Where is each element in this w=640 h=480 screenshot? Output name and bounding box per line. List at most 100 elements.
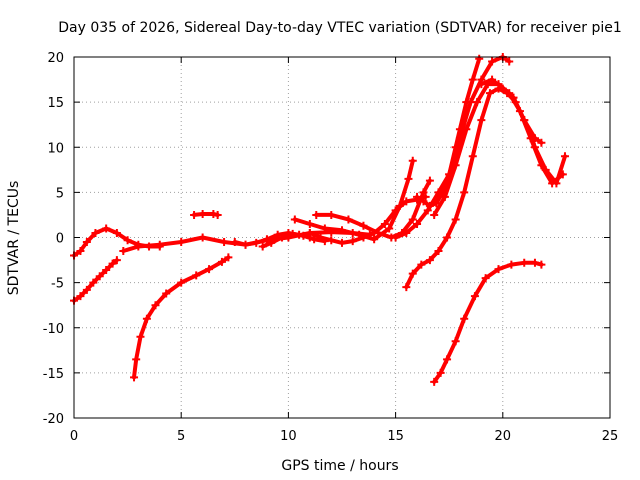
data-point-marker <box>473 98 482 107</box>
data-point-marker <box>488 57 497 66</box>
data-point-marker <box>537 138 546 147</box>
y-tick-label: -15 <box>43 367 64 382</box>
data-point-marker <box>190 210 199 219</box>
data-point-marker <box>560 152 569 161</box>
data-point-marker <box>413 219 422 228</box>
data-point-marker <box>440 192 449 201</box>
data-point-marker <box>198 233 207 242</box>
y-tick-label: 10 <box>47 141 64 156</box>
data-point-marker <box>430 377 439 386</box>
data-point-marker <box>485 89 494 98</box>
x-tick-label: 10 <box>280 429 297 444</box>
series-line-track-16 <box>432 260 544 384</box>
data-point-marker <box>488 75 497 84</box>
series-line-track-10 <box>314 178 432 240</box>
data-point-marker <box>132 355 141 364</box>
data-point-marker <box>134 242 143 251</box>
data-point-marker <box>462 98 471 107</box>
data-point-marker <box>520 258 529 267</box>
data-point-marker <box>262 235 271 244</box>
data-point-marker <box>102 224 111 233</box>
data-point-marker <box>434 247 443 256</box>
data-point-marker <box>162 289 171 298</box>
data-point-marker <box>305 219 314 228</box>
y-tick-label: 0 <box>56 232 64 247</box>
data-point-marker <box>468 152 477 161</box>
y-tick-label: 5 <box>56 186 64 201</box>
data-point-marker <box>123 236 132 245</box>
data-point-marker <box>530 134 539 143</box>
y-tick-label: -5 <box>51 277 64 292</box>
data-point-marker <box>177 238 186 247</box>
data-point-marker <box>507 260 516 269</box>
data-point-marker <box>417 260 426 269</box>
data-point-marker <box>395 201 404 210</box>
data-point-marker <box>327 210 336 219</box>
data-point-marker <box>537 260 546 269</box>
data-point-marker <box>477 116 486 125</box>
data-point-marker <box>288 229 297 238</box>
data-point-marker <box>430 210 439 219</box>
data-point-marker <box>460 188 469 197</box>
data-point-marker <box>408 156 417 165</box>
data-point-marker <box>102 265 111 274</box>
data-point-marker <box>359 221 368 230</box>
x-tick-label: 25 <box>602 429 619 444</box>
data-point-marker <box>391 233 400 242</box>
y-axis-label: SDTVAR / TECUs <box>6 181 22 296</box>
data-point-marker <box>402 283 411 292</box>
data-point-marker <box>462 125 471 134</box>
data-point-marker <box>348 237 357 246</box>
data-series <box>70 53 569 386</box>
data-point-marker <box>380 219 389 228</box>
y-tick-label: 15 <box>47 96 64 111</box>
data-point-marker <box>338 238 346 247</box>
y-tick-label: 20 <box>47 51 64 66</box>
data-point-marker <box>305 228 314 237</box>
data-point-marker <box>316 233 325 242</box>
data-point-marker <box>258 242 267 251</box>
data-point-marker <box>425 256 434 265</box>
data-point-marker <box>511 98 520 107</box>
data-point-marker <box>530 143 539 152</box>
data-point-marker <box>213 210 222 219</box>
chart-title: Day 035 of 2026, Sidereal Day-to-day VTE… <box>58 20 622 36</box>
data-point-marker <box>112 228 121 237</box>
axis-ticks: 0 5 10 15 20 25 -20 -15 -10 -5 0 5 10 15 20 <box>43 51 619 444</box>
data-point-marker <box>299 231 308 240</box>
data-point-marker <box>277 233 286 242</box>
data-point-marker <box>451 161 460 170</box>
data-point-marker <box>91 228 100 237</box>
data-point-marker <box>494 265 503 274</box>
data-point-marker <box>505 57 514 66</box>
grid-lines <box>74 57 610 418</box>
data-point-marker <box>95 272 104 281</box>
data-point-marker <box>425 201 434 210</box>
x-axis-label: GPS time / hours <box>281 458 398 474</box>
x-tick-label: 5 <box>177 429 185 444</box>
data-point-marker <box>198 210 207 219</box>
data-point-marker <box>82 285 91 294</box>
data-point-marker <box>419 197 428 206</box>
data-point-marker <box>312 210 321 219</box>
series-line-track-9 <box>292 158 415 242</box>
series-line-track-14 <box>479 77 567 186</box>
data-point-marker <box>436 368 445 377</box>
data-point-marker <box>217 257 226 266</box>
data-point-marker <box>408 215 417 224</box>
data-point-marker <box>177 278 186 287</box>
y-tick-label: -10 <box>43 322 64 337</box>
data-point-marker <box>425 176 434 185</box>
data-point-marker <box>220 238 229 247</box>
data-point-marker <box>374 228 383 237</box>
data-point-marker <box>451 337 460 346</box>
data-point-marker <box>155 240 164 249</box>
data-point-marker <box>82 238 91 247</box>
data-point-marker <box>408 269 417 278</box>
data-point-marker <box>267 238 276 247</box>
data-point-marker <box>76 247 85 256</box>
data-point-marker <box>404 174 413 183</box>
data-point-marker <box>136 332 145 341</box>
data-point-marker <box>76 292 85 301</box>
data-point-marker <box>385 224 394 233</box>
